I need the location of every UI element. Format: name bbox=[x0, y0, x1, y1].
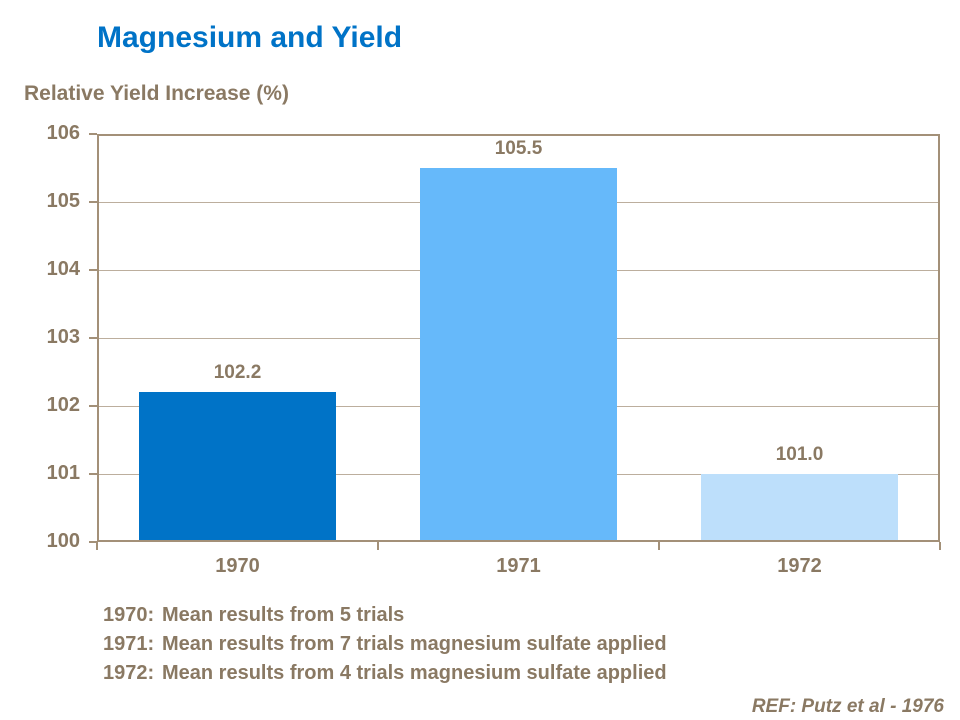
annotation-row: 1971: Mean results from 7 trials magnesi… bbox=[103, 630, 667, 659]
x-axis-label: 1972 bbox=[777, 555, 822, 577]
y-axis-tick bbox=[89, 405, 97, 407]
x-axis-tick bbox=[658, 542, 660, 550]
annotation-row: 1972: Mean results from 4 trials magnesi… bbox=[103, 659, 667, 688]
y-tick-label: 100 bbox=[46, 530, 80, 552]
annotation-text: Mean results from 5 trials bbox=[162, 604, 405, 626]
bar-value-label: 105.5 bbox=[494, 138, 543, 159]
x-axis-tick bbox=[939, 542, 941, 550]
y-axis-tick bbox=[89, 201, 97, 203]
y-tick-label: 101 bbox=[46, 462, 80, 484]
y-axis-tick bbox=[89, 541, 97, 543]
bar-1970 bbox=[139, 392, 336, 540]
y-tick-label: 106 bbox=[46, 122, 80, 144]
y-axis-tick bbox=[89, 269, 97, 271]
bar-value-label: 101.0 bbox=[775, 444, 824, 465]
annotation-year: 1972: bbox=[103, 662, 155, 684]
x-axis-label: 1970 bbox=[215, 555, 260, 577]
page-title: Magnesium and Yield bbox=[97, 21, 403, 54]
annotation-row: 1970: Mean results from 5 trials bbox=[103, 601, 667, 630]
y-axis-tick bbox=[89, 133, 97, 135]
annotation-year: 1970: bbox=[103, 604, 155, 626]
y-axis-tick bbox=[89, 473, 97, 475]
y-tick-label: 104 bbox=[46, 258, 80, 280]
y-axis-tick bbox=[89, 337, 97, 339]
x-axis-tick bbox=[96, 542, 98, 550]
y-tick-label: 105 bbox=[46, 190, 80, 212]
annotation-text: Mean results from 7 trials magnesium sul… bbox=[162, 633, 667, 655]
y-tick-label: 103 bbox=[46, 326, 80, 348]
bar-1972 bbox=[701, 474, 898, 540]
y-tick-label: 102 bbox=[46, 394, 80, 416]
bar-1971 bbox=[420, 168, 617, 540]
bar-value-label: 102.2 bbox=[213, 362, 262, 384]
x-axis-tick bbox=[377, 542, 379, 550]
y-axis-title: Relative Yield Increase (%) bbox=[24, 82, 289, 105]
annotation-text: Mean results from 4 trials magnesium sul… bbox=[162, 662, 667, 684]
x-axis-label: 1971 bbox=[496, 555, 541, 577]
reference-text: REF: Putz et al - 1976 bbox=[751, 696, 944, 717]
annotation-year: 1971: bbox=[103, 633, 155, 655]
annotations: 1970: Mean results from 5 trials 1971: M… bbox=[103, 601, 667, 688]
